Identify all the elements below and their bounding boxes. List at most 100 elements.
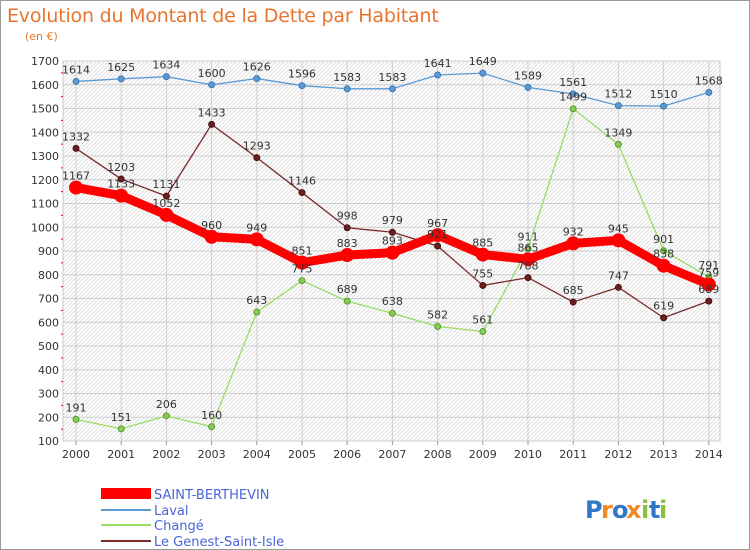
data-label-chang-: 206 [156,398,177,411]
data-point-le-genest-saint-isle [614,283,622,291]
data-point-chang- [388,309,396,317]
data-label-chang-: 775 [292,263,313,276]
data-point-saint-berthevin [475,247,490,262]
chart-title: Evolution du Montant de la Dette par Hab… [7,5,439,27]
data-point-le-genest-saint-isle [388,228,396,236]
x-tick-label: 2004 [243,448,271,461]
y-tick-label: 900 [38,245,59,258]
data-point-laval [117,75,125,83]
data-label-laval: 1512 [604,88,632,101]
data-label-chang-: 151 [111,411,132,424]
data-label-le-genest-saint-isle: 1293 [243,140,271,153]
data-label-laval: 1568 [695,74,723,87]
data-point-chang- [253,308,261,316]
data-label-laval: 1634 [152,59,180,72]
data-point-laval [434,71,442,79]
data-label-laval: 1641 [424,57,452,70]
y-tick-label: 1700 [31,55,59,68]
data-point-saint-berthevin [521,252,535,267]
unit-label: (en €) [25,30,58,43]
x-tick-label: 2006 [333,448,361,461]
data-point-le-genest-saint-isle [660,314,668,322]
data-point-chang- [569,105,577,113]
y-tick-label: 1000 [31,221,59,234]
data-point-le-genest-saint-isle [479,281,487,289]
data-label-saint-berthevin: 967 [427,217,448,230]
proxiti-logo: Pr ox i ti [585,496,667,524]
data-point-le-genest-saint-isle [524,274,532,282]
x-tick-label: 2012 [604,448,632,461]
data-point-le-genest-saint-isle [705,297,713,305]
y-tick-label: 400 [38,364,59,377]
data-point-laval [253,75,261,83]
data-point-saint-berthevin [566,236,581,251]
data-label-saint-berthevin: 1133 [107,178,135,191]
x-tick-label: 2014 [695,448,723,461]
data-label-laval: 1626 [243,61,271,74]
data-point-le-genest-saint-isle [208,120,216,128]
data-point-le-genest-saint-isle [569,298,577,306]
y-tick-label: 100 [38,435,59,448]
data-label-saint-berthevin: 945 [608,222,629,235]
x-tick-label: 2005 [288,448,316,461]
data-label-le-genest-saint-isle: 1433 [198,106,226,119]
data-label-saint-berthevin: 838 [653,248,674,261]
x-tick-label: 2011 [559,448,587,461]
data-point-chang- [434,323,442,331]
data-label-le-genest-saint-isle: 1131 [152,178,180,191]
data-point-chang- [343,297,351,305]
data-point-laval [614,102,622,110]
data-label-le-genest-saint-isle: 979 [382,214,403,227]
data-label-chang-: 911 [518,230,539,243]
data-label-saint-berthevin: 960 [201,219,222,232]
data-label-le-genest-saint-isle: 788 [518,260,539,273]
data-label-chang-: 1499 [559,91,587,104]
data-point-saint-berthevin [701,277,716,292]
data-point-le-genest-saint-isle [434,242,442,250]
data-label-laval: 1510 [650,88,678,101]
series-layer [69,69,716,433]
data-point-saint-berthevin [656,258,671,273]
x-tick-label: 2013 [650,448,678,461]
data-point-laval [343,85,351,93]
x-tick-label: 2000 [62,448,90,461]
data-point-laval [660,102,668,110]
data-point-chang- [162,412,170,420]
data-label-chang-: 689 [337,283,358,296]
data-label-laval: 1600 [198,67,226,80]
x-tick-label: 2008 [424,448,452,461]
y-tick-label: 1200 [31,174,59,187]
data-label-le-genest-saint-isle: 1146 [288,175,316,188]
data-label-laval: 1583 [333,71,361,84]
y-tick-label: 500 [38,340,59,353]
data-label-saint-berthevin: 1167 [62,170,90,183]
logo-letter: i [659,496,667,524]
data-label-le-genest-saint-isle: 685 [563,284,584,297]
data-label-saint-berthevin: 851 [292,245,313,258]
data-point-le-genest-saint-isle [72,144,80,152]
data-label-laval: 1589 [514,69,542,82]
logo-letter: o [612,496,629,524]
data-point-chang- [208,423,216,431]
data-label-le-genest-saint-isle: 1332 [62,130,90,143]
y-tick-label: 1300 [31,150,59,163]
data-point-laval [705,88,713,96]
data-point-chang- [298,277,306,285]
data-point-laval [569,90,577,98]
data-label-le-genest-saint-isle: 921 [427,228,448,241]
data-point-saint-berthevin [204,229,219,244]
data-label-laval: 1596 [288,68,316,81]
y-tick-label: 1500 [31,103,59,116]
data-label-le-genest-saint-isle: 755 [472,267,493,280]
data-point-laval [298,82,306,90]
data-point-chang- [479,328,487,336]
data-label-le-genest-saint-isle: 998 [337,210,358,223]
data-label-saint-berthevin: 932 [563,225,584,238]
x-tick-label: 2009 [469,448,497,461]
data-point-le-genest-saint-isle [253,154,261,162]
logo-letter: i [641,496,649,524]
label-layer: 1167 1133 1052 960 949 851 883 893 967 885 865 932 9… [62,55,723,424]
data-point-le-genest-saint-isle [162,192,170,200]
data-point-chang- [117,425,125,433]
